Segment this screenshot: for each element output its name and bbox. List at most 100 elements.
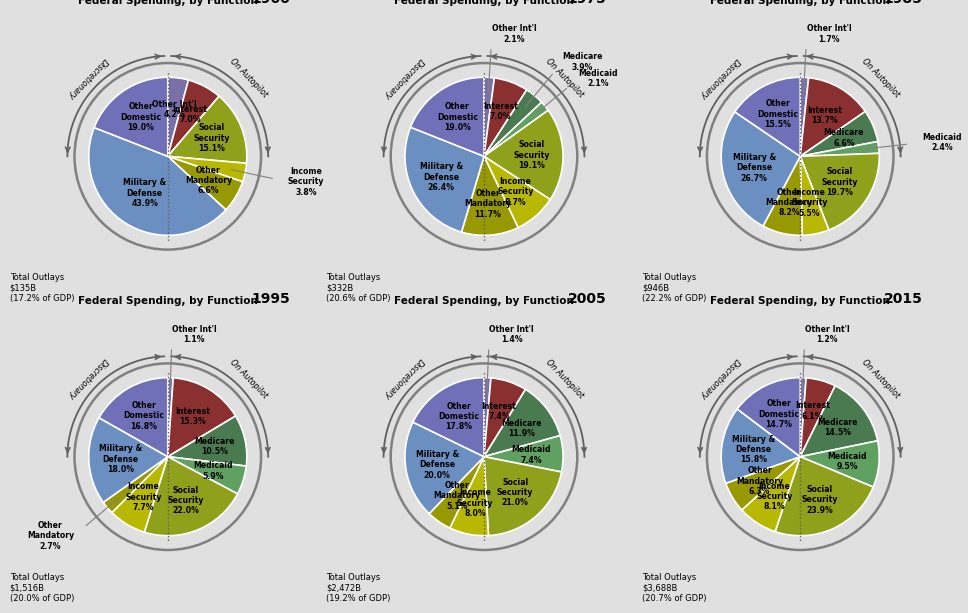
Text: Medicaid
2.4%: Medicaid 2.4%: [922, 133, 961, 152]
Text: Income
Security
8.7%: Income Security 8.7%: [497, 177, 533, 207]
Text: Other
Domestic
15.5%: Other Domestic 15.5%: [758, 99, 799, 129]
Text: 2005: 2005: [568, 292, 607, 306]
Wedge shape: [405, 128, 484, 232]
Text: Social
Security
22.0%: Social Security 22.0%: [167, 485, 204, 516]
Text: Social
Security
15.1%: Social Security 15.1%: [194, 123, 229, 153]
Text: Total Outlays
$946B
(22.2% of GDP): Total Outlays $946B (22.2% of GDP): [642, 273, 707, 303]
Text: Medicaid
9.5%: Medicaid 9.5%: [828, 452, 867, 471]
Text: On Autopilot: On Autopilot: [544, 357, 586, 400]
Text: Discretionary: Discretionary: [698, 356, 741, 401]
Wedge shape: [167, 156, 247, 182]
Text: Social
Security
21.0%: Social Security 21.0%: [497, 478, 533, 508]
Text: Medicare
10.5%: Medicare 10.5%: [194, 437, 234, 457]
Text: Federal Spending, by Function: Federal Spending, by Function: [77, 297, 257, 306]
Text: Discretionary: Discretionary: [381, 356, 425, 401]
Wedge shape: [484, 457, 561, 536]
Wedge shape: [104, 457, 167, 512]
Text: Other
Mandatory
6.6%: Other Mandatory 6.6%: [185, 166, 232, 196]
Wedge shape: [484, 77, 495, 156]
Wedge shape: [801, 378, 806, 457]
Wedge shape: [801, 77, 808, 156]
Text: Other Int'l
1.2%: Other Int'l 1.2%: [804, 324, 850, 344]
Wedge shape: [167, 378, 235, 457]
Text: Federal Spending, by Function: Federal Spending, by Function: [711, 0, 891, 6]
Text: On Autopilot: On Autopilot: [227, 57, 269, 99]
Wedge shape: [801, 378, 835, 457]
Text: Total Outlays
$3,688B
(20.7% of GDP): Total Outlays $3,688B (20.7% of GDP): [642, 573, 707, 603]
Text: Other
Mandatory
8.2%: Other Mandatory 8.2%: [766, 188, 813, 218]
Wedge shape: [484, 378, 526, 457]
Text: Medicare
11.9%: Medicare 11.9%: [501, 419, 542, 438]
Text: Medicaid
2.1%: Medicaid 2.1%: [579, 69, 619, 88]
Wedge shape: [484, 110, 563, 199]
Wedge shape: [721, 409, 801, 483]
Wedge shape: [801, 156, 829, 235]
Wedge shape: [484, 436, 563, 472]
Wedge shape: [167, 77, 189, 156]
Text: Interest
7.4%: Interest 7.4%: [481, 402, 516, 421]
Text: Federal Spending, by Function: Federal Spending, by Function: [394, 0, 574, 6]
Wedge shape: [484, 389, 560, 457]
Text: Discretionary: Discretionary: [381, 56, 425, 101]
Text: Interest
6.1%: Interest 6.1%: [796, 402, 831, 421]
Wedge shape: [410, 77, 484, 156]
Text: On Autopilot: On Autopilot: [861, 57, 901, 99]
Text: Other
Mandatory
11.7%: Other Mandatory 11.7%: [465, 189, 511, 218]
Text: Social
Security
19.7%: Social Security 19.7%: [822, 167, 858, 197]
Wedge shape: [167, 378, 173, 457]
Wedge shape: [429, 457, 484, 528]
Wedge shape: [99, 378, 167, 457]
Text: Other Int'l
1.4%: Other Int'l 1.4%: [490, 324, 534, 344]
Wedge shape: [801, 78, 865, 156]
Text: Other Int'l
1.1%: Other Int'l 1.1%: [172, 324, 217, 344]
Wedge shape: [801, 386, 878, 457]
Text: Military &
Defense
20.0%: Military & Defense 20.0%: [415, 450, 459, 480]
Text: Total Outlays
$332B
(20.6% of GDP): Total Outlays $332B (20.6% of GDP): [326, 273, 390, 303]
Text: On Autopilot: On Autopilot: [227, 357, 269, 400]
Text: Income
Security
8.0%: Income Security 8.0%: [457, 489, 493, 518]
Wedge shape: [167, 156, 243, 210]
Wedge shape: [741, 457, 801, 531]
Text: Federal Spending, by Function: Federal Spending, by Function: [711, 297, 891, 306]
Wedge shape: [721, 112, 801, 226]
Text: Medicare
6.6%: Medicare 6.6%: [824, 128, 864, 148]
Text: 1975: 1975: [568, 0, 607, 6]
Wedge shape: [726, 457, 801, 510]
Text: Interest
13.7%: Interest 13.7%: [807, 106, 842, 125]
Text: On Autopilot: On Autopilot: [544, 57, 586, 99]
Wedge shape: [801, 153, 879, 230]
Text: Other
Domestic
14.7%: Other Domestic 14.7%: [759, 399, 800, 429]
Wedge shape: [738, 378, 801, 457]
Wedge shape: [167, 80, 219, 156]
Text: Total Outlays
$1,516B
(20.0% of GDP): Total Outlays $1,516B (20.0% of GDP): [10, 573, 75, 603]
Wedge shape: [735, 77, 801, 156]
Text: Discretionary: Discretionary: [65, 356, 108, 401]
Wedge shape: [144, 457, 237, 536]
Text: Other
Domestic
17.8%: Other Domestic 17.8%: [439, 402, 479, 432]
Wedge shape: [484, 378, 491, 457]
Wedge shape: [775, 457, 873, 536]
Text: Federal Spending, by Function: Federal Spending, by Function: [77, 0, 257, 6]
Text: Other Int'l
2.1%: Other Int'l 2.1%: [492, 25, 537, 44]
Wedge shape: [89, 128, 226, 235]
Text: 1995: 1995: [252, 292, 290, 306]
Wedge shape: [462, 156, 518, 235]
Text: Military &
Defense
26.7%: Military & Defense 26.7%: [733, 153, 775, 183]
Wedge shape: [167, 96, 247, 163]
Text: Income
Security
3.8%: Income Security 3.8%: [287, 167, 324, 197]
Wedge shape: [94, 77, 167, 156]
Text: Other
Domestic
16.8%: Other Domestic 16.8%: [123, 401, 165, 430]
Text: Military &
Defense
18.0%: Military & Defense 18.0%: [99, 444, 142, 474]
Text: 2015: 2015: [884, 292, 923, 306]
Text: 1985: 1985: [884, 0, 923, 6]
Text: Income
Security
5.5%: Income Security 5.5%: [792, 188, 828, 218]
Text: Total Outlays
$135B
(17.2% of GDP): Total Outlays $135B (17.2% of GDP): [10, 273, 75, 303]
Wedge shape: [801, 112, 878, 156]
Text: Discretionary: Discretionary: [698, 56, 741, 101]
Text: Military &
Defense
43.9%: Military & Defense 43.9%: [123, 178, 166, 208]
Text: Medicaid
5.9%: Medicaid 5.9%: [194, 461, 232, 481]
Text: Other
Mandatory
6.3%: Other Mandatory 6.3%: [736, 466, 783, 496]
Wedge shape: [167, 416, 247, 466]
Text: Other
Mandatory
5.1%: Other Mandatory 5.1%: [434, 481, 480, 511]
Text: 1966: 1966: [252, 0, 290, 6]
